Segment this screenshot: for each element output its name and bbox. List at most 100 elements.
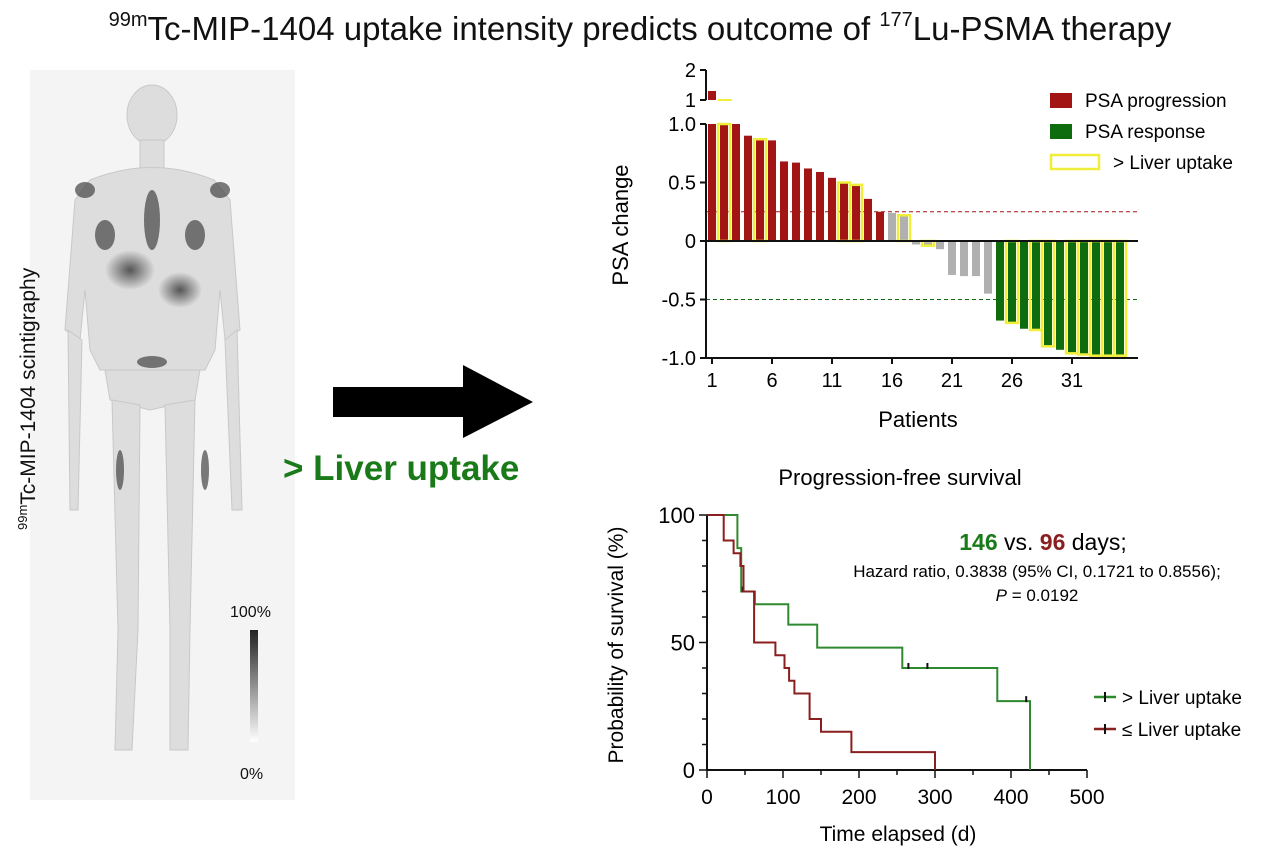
km-legend-high-label: > Liver uptake (1122, 688, 1242, 709)
wf-bar (768, 140, 776, 241)
km-y-tick-label: 0 (683, 758, 695, 783)
wf-bar (984, 241, 992, 294)
title-text-part1: Tc-MIP-1404 uptake intensity predicts ou… (147, 10, 880, 47)
wf-bar-liver-outline (1100, 239, 1116, 357)
wf-x-tick-label: 1 (706, 370, 717, 392)
scint-label-text: Tc-MIP-1404 scintigraphy (17, 267, 40, 505)
wf-bar (1044, 241, 1052, 347)
wf-bar (1080, 241, 1088, 355)
wf-bar-liver-outline (716, 122, 732, 243)
wf-bar (936, 241, 944, 250)
wf-bar (804, 168, 812, 241)
body-scan-image (30, 70, 295, 800)
km-y-tick-label: 50 (671, 631, 695, 656)
km-xlabel: Time elapsed (d) (820, 823, 977, 846)
wf-bar-liver-outline (1064, 239, 1080, 355)
km-pvalue: P = 0.0192 (996, 586, 1079, 605)
wf-bar (1068, 241, 1076, 354)
wf-bar (780, 161, 788, 241)
title-superscript-tc: 99m (108, 9, 148, 31)
wf-bar (972, 241, 980, 277)
wf-bar (852, 184, 860, 241)
wf-bar-liver-outline (752, 137, 768, 243)
wf-bar (720, 124, 728, 241)
wf-y-tick-label: -0.5 (662, 290, 696, 312)
wf-bar (828, 177, 836, 241)
legend-response-swatch (1050, 124, 1072, 139)
km-line-high-uptake (707, 514, 1031, 770)
km-median-high: 146 (959, 529, 997, 555)
wf-bar (816, 171, 824, 241)
km-x-tick-label: 400 (993, 786, 1028, 809)
wf-bar-liver-outline (848, 183, 864, 243)
wf-x-tick-label: 11 (822, 370, 843, 392)
wf-y-tick-label: 1.0 (668, 114, 696, 136)
wf-y-tick-label: -1.0 (662, 348, 696, 370)
km-x-tick-label: 0 (701, 786, 713, 809)
km-days: days; (1072, 529, 1127, 555)
km-ylabel: Probability of survival (%) (605, 527, 628, 764)
km-legend-low-label: ≤ Liver uptake (1122, 720, 1241, 741)
km-legend: > Liver uptake ≤ Liver uptake (1094, 688, 1242, 741)
wf-bar (756, 139, 764, 241)
scale-max-label: 100% (230, 604, 271, 621)
wf-bar (708, 124, 716, 241)
wf-bar-upper (708, 91, 716, 100)
legend-liver-label: > Liver uptake (1113, 153, 1233, 174)
km-title: Progression-free survival (778, 465, 1021, 490)
wf-bar-liver-outline (896, 214, 912, 243)
legend-progression-label: PSA progression (1085, 91, 1227, 112)
legend-liver-swatch (1049, 153, 1101, 171)
km-x-tick-label: 100 (765, 786, 800, 809)
wf-bar (912, 241, 920, 245)
wf-bar-liver-outline (1004, 239, 1020, 325)
km-annotation-days: 146 vs. 96 days; (959, 529, 1127, 555)
wf-bar (996, 241, 1004, 321)
wf-bar (1008, 241, 1016, 323)
title-text-part2: Lu-PSMA therapy (912, 10, 1172, 47)
wf-bar (840, 182, 848, 241)
wf-bar (1020, 241, 1028, 329)
wf-y-tick-label-upper: 2 (685, 60, 696, 82)
scintigraphy-label: 99mTc-MIP-1404 scintigraphy (15, 268, 41, 530)
km-p-value: = 0.0192 (1012, 586, 1079, 605)
figure-title: 99mTc-MIP-1404 uptake intensity predicts… (0, 0, 1280, 51)
km-chart: Progression-free survival Probability of… (605, 465, 1242, 846)
legend-response-label: PSA response (1085, 122, 1205, 143)
wf-y-tick-label: 0.5 (668, 173, 696, 195)
wf-bar (1056, 241, 1064, 350)
legend-progression-swatch (1050, 93, 1072, 108)
grayscale-bar (250, 630, 258, 742)
wf-x-tick-label: 21 (941, 370, 963, 392)
wf-y-tick-label-upper: 1 (685, 90, 696, 112)
wf-x-tick-label: 6 (766, 370, 777, 392)
wf-x-tick-label: 16 (881, 370, 903, 392)
wf-bar (948, 241, 956, 275)
wf-x-tick-label: 31 (1061, 370, 1083, 392)
km-x-tick-label: 200 (841, 786, 876, 809)
wf-bar (864, 198, 872, 241)
km-p-label: P (996, 586, 1008, 605)
wf-bar-liver-outline (836, 181, 852, 243)
wf-bar (744, 135, 752, 241)
wf-bar (876, 211, 884, 241)
wf-bar-liver-outline (1112, 239, 1128, 357)
wf-bar-liver-outline (920, 239, 936, 247)
wf-bar (888, 212, 896, 241)
km-vs: vs. (1004, 529, 1033, 555)
wf-x-tick-label: 26 (1001, 370, 1023, 392)
wf-xlabel: Patients (878, 407, 958, 432)
wf-bar (900, 215, 908, 241)
km-y-tick-label: 100 (658, 503, 695, 528)
wf-bar (1104, 241, 1112, 356)
km-line-low-uptake (707, 514, 936, 770)
wf-bar-liver-outline (1076, 239, 1092, 356)
wf-bar (1116, 241, 1124, 356)
wf-bar-liver-outline (1028, 239, 1044, 332)
wf-bar-liver-outline (1088, 239, 1104, 357)
km-median-low: 96 (1040, 529, 1066, 555)
scint-label-superscript: 99m (15, 504, 30, 530)
right-arrow-icon (333, 365, 533, 438)
wf-bar (1032, 241, 1040, 330)
